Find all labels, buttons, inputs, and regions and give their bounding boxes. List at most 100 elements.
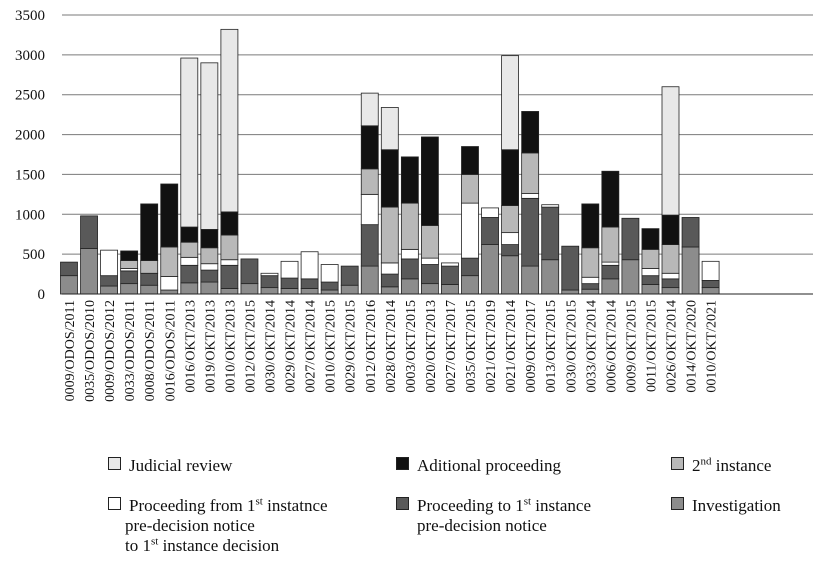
bar-segment-second_instance [380, 206, 399, 264]
bar-segment-proceeding_to_1st [441, 265, 459, 285]
x-tick-label: 0010/OKT/2013 [223, 300, 238, 393]
legend-item-proceeding-from-1st: Proceeding from 1st instatnce pre-decisi… [108, 496, 328, 556]
x-tick-label: 0003/OKT/2015 [404, 300, 419, 393]
bar-segment-second_instance [461, 174, 479, 204]
bar-segment-second_instance [641, 248, 660, 269]
bar-segment-judicial_review [380, 107, 399, 151]
bar-segment-proceeding_from_1st [300, 251, 319, 280]
bar-segment-proceeding_from_1st [521, 193, 540, 199]
bar-segment-second_instance [200, 247, 219, 265]
x-tick-label: 0033/OKT/2014 [584, 300, 599, 393]
bar-segment-additional_proceeding [521, 111, 540, 154]
bar-segment-investigation [220, 288, 239, 295]
bar-segment-proceeding_from_1st [461, 202, 479, 259]
x-tick-label: 0009/ODOS/2012 [103, 300, 118, 402]
bar-segment-investigation [541, 259, 560, 295]
bar-segment-proceeding_from_1st [200, 263, 219, 271]
bar-segment-additional_proceeding [420, 136, 439, 226]
bars [60, 28, 720, 295]
bar-segment-second_instance [400, 202, 419, 250]
bar-segment-additional_proceeding [180, 226, 199, 243]
y-tick-label: 1000 [15, 207, 45, 223]
x-tick-label: 0019/OKT/2013 [203, 300, 218, 393]
bar-segment-investigation [420, 283, 439, 295]
y-tick-label: 500 [23, 247, 46, 263]
bar-segment-investigation [120, 283, 139, 295]
bar-segment-second_instance [180, 241, 199, 258]
y-tick-label: 2000 [15, 128, 45, 144]
x-tick-label: 0006/OKT/2014 [604, 300, 619, 393]
bar-segment-proceeding_from_1st [661, 272, 680, 280]
bar-segment-investigation [260, 287, 279, 295]
bar-segment-proceeding_from_1st [380, 262, 399, 275]
y-tick-label: 0 [38, 287, 46, 303]
bar-segment-investigation [300, 288, 319, 295]
bar-segment-proceeding_from_1st [441, 262, 459, 267]
x-tick-label: 0035/OKT/2015 [464, 300, 479, 393]
bar-segment-proceeding_to_1st [701, 280, 720, 289]
y-tick-label: 3500 [15, 8, 45, 24]
x-tick-label: 0010/OKT/2015 [324, 300, 339, 393]
bar-segment-proceeding_to_1st [601, 264, 620, 280]
bar-segment-investigation [481, 244, 499, 295]
bar-segment-proceeding_from_1st [280, 260, 299, 279]
bar-segment-proceeding_to_1st [260, 275, 279, 289]
x-tick-label: 0008/ODOS/2011 [143, 300, 158, 401]
bar-segment-investigation [501, 255, 520, 295]
bar-segment-additional_proceeding [461, 146, 479, 175]
bar-segment-proceeding_to_1st [280, 277, 299, 289]
bar-segment-proceeding_to_1st [561, 245, 580, 291]
bar-segment-proceeding_to_1st [541, 206, 560, 261]
bar-segment-judicial_review [661, 86, 680, 216]
x-tick-label: 0009/ODOS/2011 [63, 300, 78, 401]
bar-segment-proceeding_from_1st [420, 257, 439, 265]
bar-segment-investigation [60, 275, 78, 295]
bar-segment-proceeding_from_1st [701, 260, 720, 281]
bar-segment-investigation [701, 287, 720, 295]
bar-segment-additional_proceeding [641, 228, 660, 250]
bar-segment-investigation [681, 246, 700, 295]
x-tick-label: 0012/OKT/2016 [364, 300, 379, 393]
x-tick-label: 0027/OKT/2017 [444, 300, 459, 393]
legend-swatch-proceeding-to-1st [396, 497, 409, 510]
bar-segment-additional_proceeding [501, 149, 520, 206]
bar-segment-investigation [240, 283, 259, 295]
y-tick-label: 2500 [15, 88, 45, 104]
bar-segment-proceeding_from_1st [320, 264, 339, 283]
x-tick-label: 0035/ODOS/2010 [83, 300, 98, 402]
bar-segment-second_instance [581, 247, 600, 278]
bar-segment-second_instance [601, 226, 620, 263]
legend-label-second-instance: 2nd instance [692, 455, 772, 475]
legend-swatch-judicial-review [108, 457, 121, 470]
bar-segment-proceeding_from_1st [360, 193, 379, 226]
bar-segment-investigation [441, 284, 459, 295]
bar-segment-proceeding_to_1st [661, 278, 680, 289]
legend-item-second-instance: 2nd instance [671, 456, 771, 476]
x-tick-label: 0030/OKT/2015 [564, 300, 579, 393]
y-tick-label: 3000 [15, 48, 45, 64]
bar-segment-investigation [80, 248, 98, 295]
bar-segment-judicial_review [360, 92, 379, 127]
legend-item-judicial-review: Judicial review [108, 456, 232, 476]
bar-segment-proceeding_to_1st [220, 264, 239, 289]
bar-segment-proceeding_to_1st [360, 224, 379, 267]
stacked-bar-chart: 0 500 1000 1500 2000 2500 3000 3500 0009/ODOS/2… [15, 8, 813, 402]
bar-segment-investigation [180, 282, 199, 295]
bar-segment-proceeding_from_1st [601, 261, 620, 266]
bar-segment-proceeding_to_1st [180, 264, 199, 284]
bar-segment-second_instance [420, 225, 439, 259]
bar-segment-judicial_review [501, 55, 520, 151]
bar-segment-additional_proceeding [581, 203, 600, 249]
bar-segment-second_instance [160, 246, 179, 277]
x-tick-label: 0016/ODOS/2011 [163, 300, 178, 401]
legend: Judicial review Aditional proceeding 2nd… [0, 456, 813, 562]
bar-segment-investigation [380, 286, 399, 295]
legend-swatch-additional-proceeding [396, 457, 409, 470]
bar-segment-proceeding_to_1st [320, 281, 339, 291]
bar-segment-second_instance [661, 244, 680, 274]
bar-segment-proceeding_to_1st [581, 283, 600, 290]
bar-segment-proceeding_to_1st [481, 217, 499, 245]
legend-label-judicial-review: Judicial review [129, 456, 233, 475]
bar-segment-investigation [621, 259, 640, 295]
x-tick-label: 0009/OKT/2017 [524, 300, 539, 393]
